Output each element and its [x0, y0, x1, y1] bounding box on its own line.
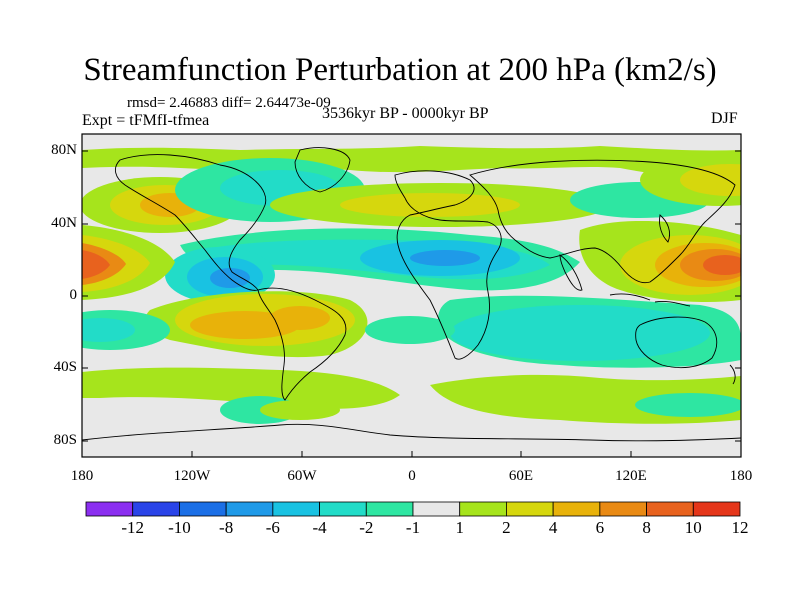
- colorbar-label: 1: [455, 518, 464, 537]
- colorbar-swatch: [599, 501, 647, 517]
- colorbar-label: -4: [312, 518, 327, 537]
- x-tick-label: 180: [729, 468, 753, 484]
- colorbar-swatch: [179, 501, 227, 517]
- colorbar-swatch: [459, 501, 507, 517]
- colorbar: [85, 501, 741, 517]
- colorbar-swatch: [365, 501, 414, 517]
- colorbar-swatch: [132, 501, 180, 517]
- x-tick-label: 120W: [173, 468, 211, 484]
- x-tick-label: 60W: [287, 468, 317, 484]
- field-patch: [82, 134, 741, 151]
- x-tick-label: 180: [70, 468, 94, 484]
- colorbar-swatch: [412, 501, 461, 517]
- field-patch: [82, 367, 400, 409]
- colorbar-label: 10: [684, 518, 702, 537]
- x-tick-label: 120E: [615, 468, 647, 484]
- colorbar-label: 2: [502, 518, 511, 537]
- period-text: 3536kyr BP - 0000kyr BP: [322, 105, 489, 122]
- colorbar-label: -12: [121, 518, 145, 537]
- x-ticks: [81, 451, 742, 457]
- colorbar-label: 6: [595, 518, 605, 537]
- colorbar-label: 4: [548, 518, 558, 537]
- field-layer: [82, 134, 741, 457]
- colorbar-swatch: [646, 501, 694, 517]
- y-ticks: [82, 150, 741, 442]
- field-patch: [450, 305, 710, 361]
- coastlines: [82, 147, 741, 442]
- field-patch: [410, 250, 480, 266]
- colorbar-swatch: [692, 501, 741, 517]
- stats-text: rmsd= 2.46883 diff= 2.64473e-09: [127, 95, 331, 111]
- field-patch: [260, 400, 340, 420]
- y-tick-label: 80N: [51, 142, 77, 158]
- y-tick-label: 40S: [53, 359, 77, 375]
- field-patch: [340, 193, 520, 217]
- y-tick-label: 40N: [51, 215, 77, 231]
- x-tick-label: 0: [408, 468, 416, 484]
- colorbar-label: -10: [168, 518, 191, 537]
- field-patch: [365, 316, 455, 344]
- y-tick-label: 0: [69, 287, 78, 303]
- field-patch: [82, 250, 110, 279]
- colorbar-swatch: [225, 501, 274, 517]
- colorbar-swatch: [85, 501, 134, 517]
- season-text: DJF: [711, 110, 738, 127]
- x-tick-label: 60E: [508, 468, 534, 484]
- colorbar-label: -8: [219, 518, 234, 537]
- map-title: Streamfunction Perturbation at 200 hPa (…: [83, 52, 717, 88]
- colorbar-swatch: [319, 501, 367, 517]
- colorbar-label: 8: [642, 518, 651, 537]
- colorbar-swatch: [506, 501, 554, 517]
- colorbar-label: -6: [265, 518, 280, 537]
- field-patch: [680, 164, 741, 196]
- colorbar-label: 12: [731, 518, 749, 537]
- y-tick-label: 80S: [53, 432, 77, 448]
- colorbar-label: -2: [359, 518, 374, 537]
- field-patch: [270, 306, 330, 330]
- field-patch: [703, 255, 741, 275]
- colorbar-label: -1: [405, 518, 421, 537]
- experiment-text: Expt = tFMfI-tfmea: [82, 112, 210, 129]
- field-patch: [635, 393, 741, 417]
- colorbar-swatch: [552, 501, 601, 517]
- colorbar-swatch: [272, 501, 320, 517]
- field-patch: [82, 318, 135, 342]
